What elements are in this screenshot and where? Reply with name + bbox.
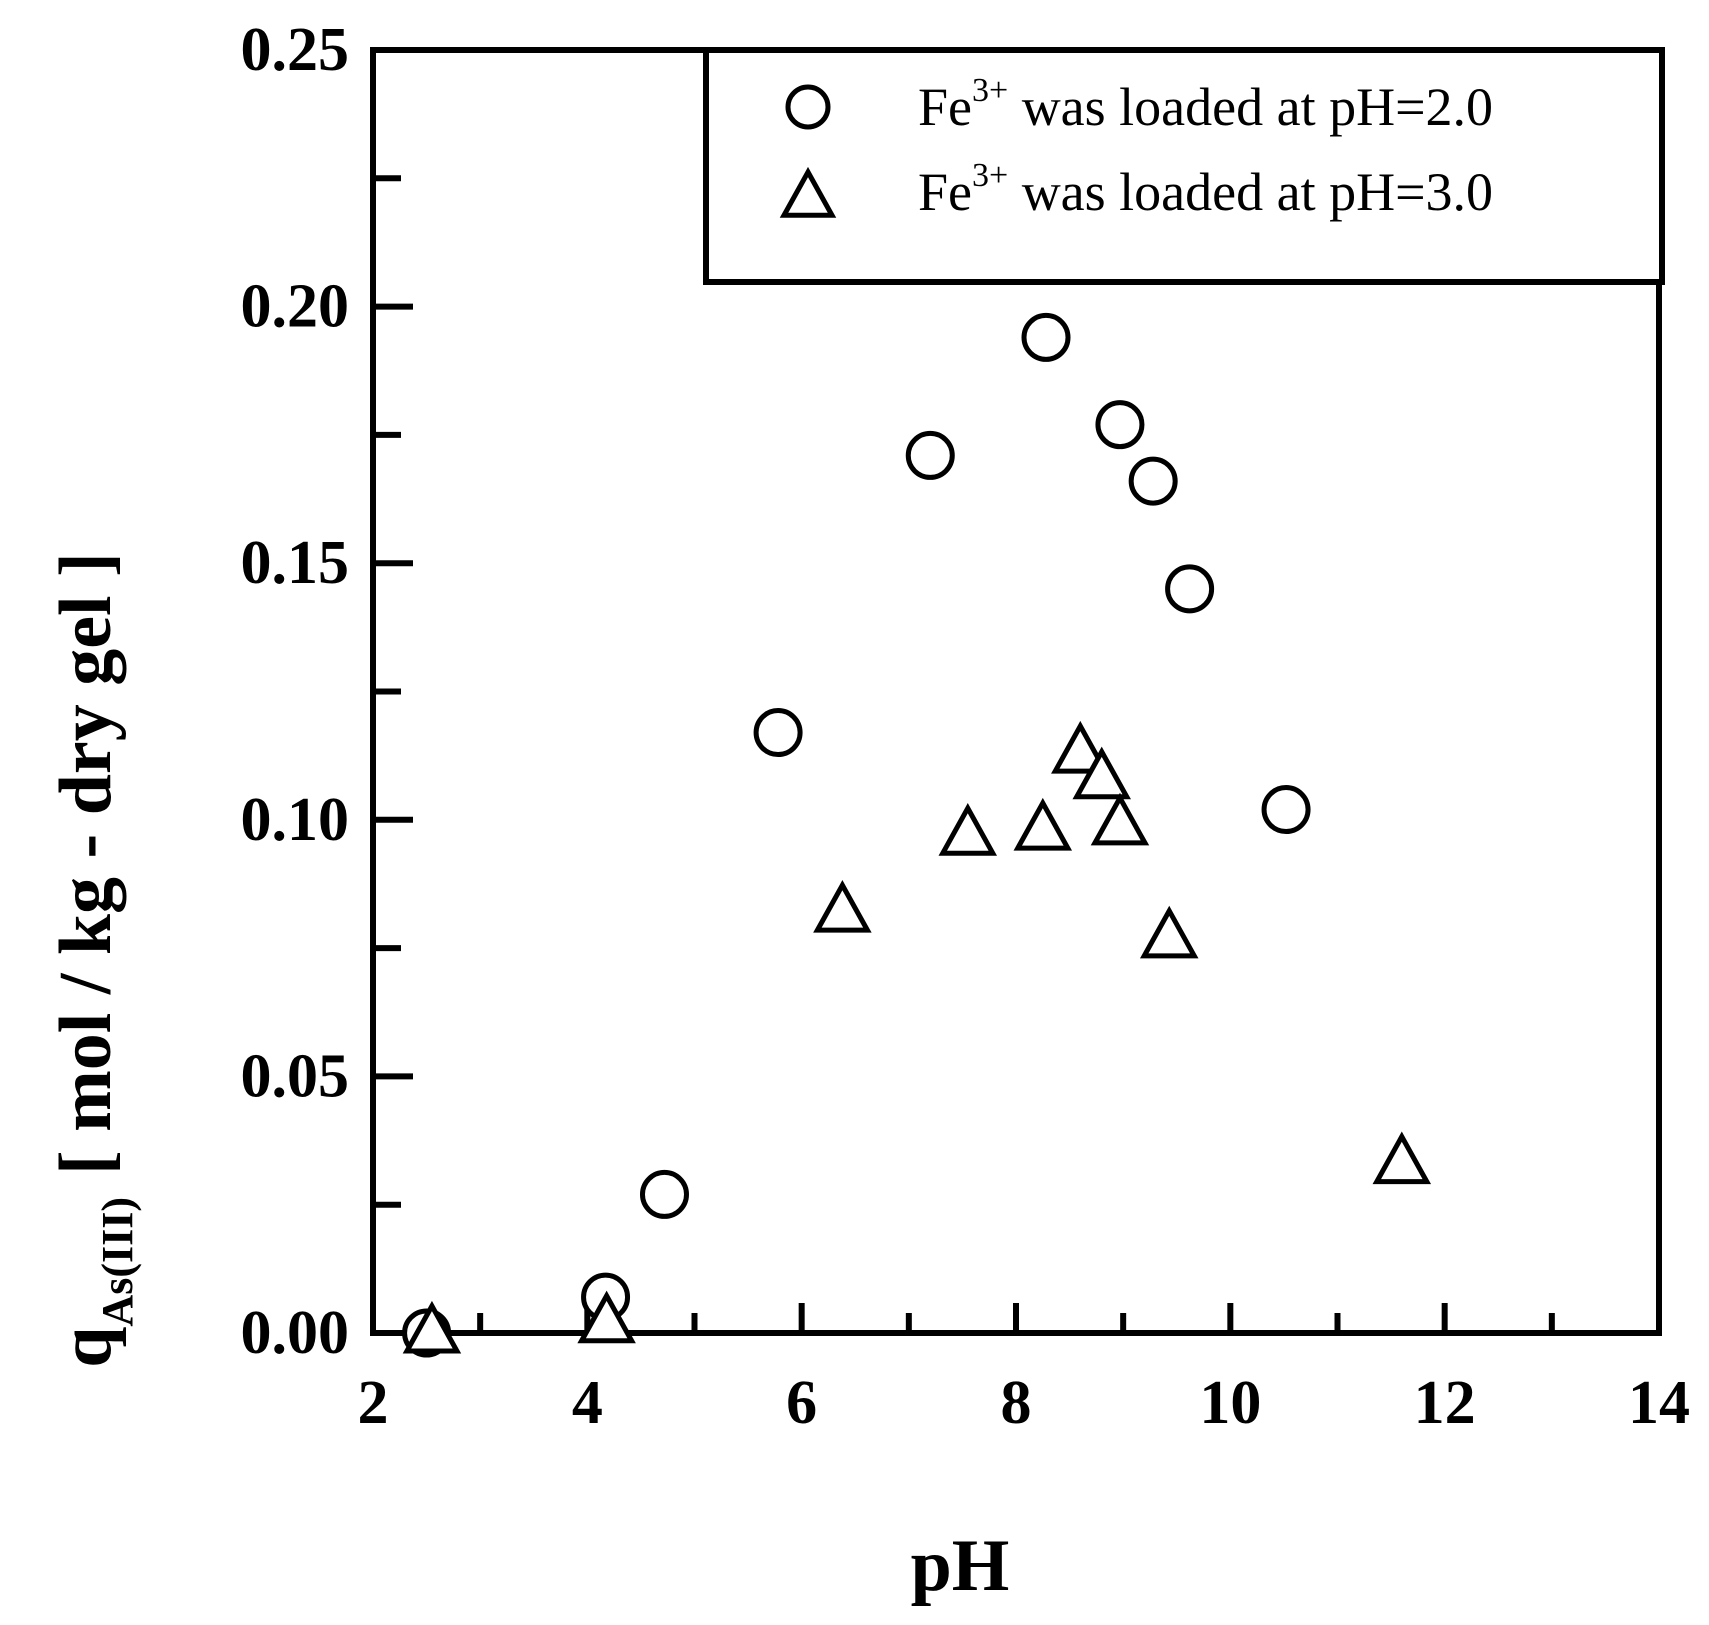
triangle-point: [1372, 1131, 1432, 1185]
y-tick-label: 0.10: [241, 786, 350, 854]
y-axis-subscript: As(III): [93, 1197, 142, 1327]
triangle-point: [1051, 720, 1110, 774]
legend-triangle-marker: [779, 166, 837, 218]
x-tick-label: 2: [358, 1369, 389, 1437]
x-axis-title: pH: [911, 1525, 1010, 1607]
circle-point: [1095, 400, 1145, 450]
y-tick-label: 0.25: [241, 16, 350, 84]
triangle-point: [813, 880, 872, 933]
x-tick-label: 12: [1414, 1369, 1476, 1437]
triangle-point: [938, 803, 998, 856]
legend-box: [703, 47, 1665, 285]
y-axis-title: qAs(III) [ mol / kg - dry gel ]: [45, 552, 142, 1367]
circle-point: [1261, 785, 1311, 835]
triangle-point: [1072, 746, 1131, 800]
circle-point: [1128, 456, 1178, 506]
y-tick-label: 0.20: [241, 273, 350, 341]
triangle-point: [402, 1300, 462, 1354]
x-tick-label: 6: [786, 1369, 817, 1437]
x-tick-label: 14: [1628, 1369, 1690, 1437]
legend-circle-marker: [785, 84, 831, 130]
triangle-point: [577, 1290, 636, 1344]
x-tick-label: 4: [572, 1369, 603, 1437]
triangle-point: [1090, 792, 1150, 846]
legend: Fe3+ was loaded at pH=2.0 Fe3+ was loaded…: [703, 47, 1665, 285]
y-axis-units: [ mol / kg - dry gel ]: [45, 552, 127, 1175]
circle-point: [639, 1169, 689, 1219]
ticks: 2 4 6 8 10 12 14 0.00 0.05 0.10 0.15 0.20 0.25: [241, 16, 1691, 1437]
x-tick-label: 8: [1001, 1369, 1032, 1437]
y-tick-label: 0.00: [241, 1299, 350, 1367]
circle-point: [1021, 312, 1071, 362]
circle-point: [905, 430, 955, 480]
triangle-point: [1013, 797, 1073, 851]
data-points: [402, 312, 1432, 1358]
circle-point: [753, 708, 803, 758]
y-axis-symbol: q: [45, 1327, 127, 1368]
legend-label: Fe3+ was loaded at pH=2.0: [918, 72, 1493, 137]
triangle-point: [1139, 905, 1199, 959]
legend-label: Fe3+ was loaded at pH=3.0: [918, 157, 1493, 222]
circle-point: [1165, 564, 1215, 614]
y-tick-label: 0.15: [241, 529, 350, 597]
y-tick-label: 0.05: [241, 1042, 350, 1110]
x-tick-label: 10: [1199, 1369, 1261, 1437]
